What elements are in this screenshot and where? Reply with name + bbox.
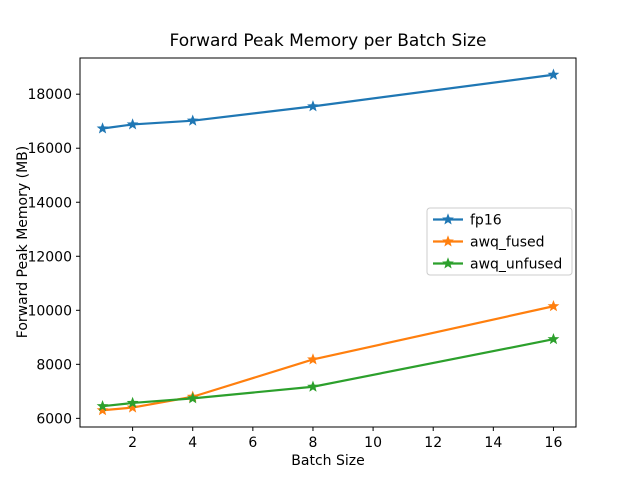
y-tick-label: 8000 [36,357,72,373]
data-point-awq_unfused [186,392,199,404]
x-tick-label: 16 [545,435,563,451]
data-point-awq_unfused [96,400,109,412]
data-point-fp16 [547,68,560,80]
data-point-fp16 [307,100,319,112]
x-tick-label: 2 [128,435,137,451]
x-tick-label: 12 [424,435,442,451]
y-tick-label: 14000 [27,195,72,211]
x-tick-label: 8 [309,435,318,451]
x-tick-label: 10 [364,435,382,451]
plot-area: 2 4 6 8 10 12 14 16 6000 8000 10000 12000 14000 16000… [27,57,577,451]
y-tick-label: 6000 [36,411,72,427]
series-line-awq_unfused [101,338,555,408]
y-tick-label: 18000 [27,87,72,103]
chart-title: Forward Peak Memory per Batch Size [170,31,487,51]
legend-marker-awq_fused [442,235,454,247]
legend-label-awq_fused: awq_fused [470,235,545,251]
y-tick-label: 12000 [27,249,72,265]
data-point-fp16 [186,114,199,126]
x-tick-label: 6 [248,435,257,451]
data-point-awq_unfused [307,380,319,392]
legend-marker-awq_unfused [442,257,454,269]
legend-frame [426,207,573,276]
data-point-fp16 [126,118,139,130]
data-point-fp16 [96,122,109,134]
legend: fp16 awq_fused awq_unfused [426,207,573,276]
x-axis-label: Batch Size [291,453,364,469]
y-tick-label: 16000 [27,141,72,157]
data-point-awq_fused [126,401,139,413]
legend-label-awq_unfused: awq_unfused [470,257,562,273]
x-tick-label: 4 [188,435,197,451]
legend-label-fp16: fp16 [470,213,502,229]
axes-frame [79,57,577,428]
series-line-fp16 [101,73,555,130]
x-tick-label: 14 [484,435,502,451]
series-line-awq_fused [101,305,555,412]
data-point-awq_fused [307,353,319,365]
data-point-awq_unfused [126,396,139,408]
data-point-awq_fused [547,300,560,312]
y-tick-label: 10000 [27,303,72,319]
legend-marker-fp16 [442,213,454,225]
data-point-awq_unfused [547,333,560,345]
y-axis-label: Forward Peak Memory (MB) [15,146,31,338]
data-point-awq_fused [96,404,109,416]
